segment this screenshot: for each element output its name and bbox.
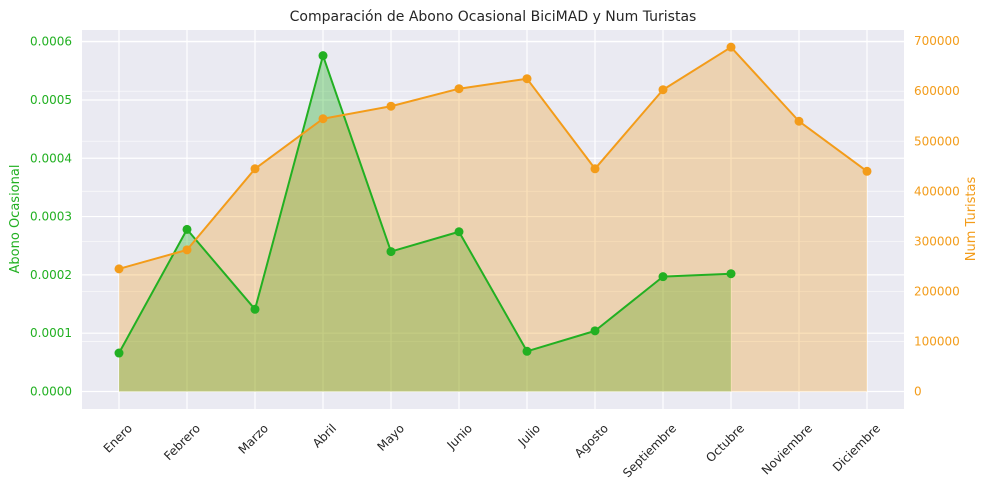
x-tick-label: Agosto — [572, 421, 611, 460]
x-tick-label: Diciembre — [830, 421, 883, 474]
chart-title: Comparación de Abono Ocasional BiciMAD y… — [290, 9, 697, 25]
right-tick-label: 0 — [914, 384, 922, 398]
x-tick-label: Julio — [515, 421, 543, 449]
num-turistas-point — [318, 114, 328, 124]
x-tick-label: Enero — [101, 421, 135, 455]
num-turistas-area — [119, 47, 867, 392]
left-axis-label: Abono Ocasional — [8, 165, 23, 274]
right-tick-label: 200000 — [914, 284, 960, 298]
abono-ocasional-point — [726, 269, 736, 279]
num-turistas-point — [182, 245, 192, 255]
abono-ocasional-point — [386, 247, 396, 257]
x-tick-label: Abril — [310, 421, 339, 450]
x-tick-label: Junio — [444, 421, 475, 452]
right-tick-label: 300000 — [914, 234, 960, 248]
x-axis-ticks: Enero Febrero Marzo Abril Mayo Junio Julio Agos… — [101, 421, 883, 480]
num-turistas-point — [862, 166, 872, 176]
abono-ocasional-point — [318, 51, 328, 61]
x-tick-label: Octubre — [703, 421, 747, 465]
num-turistas-point — [590, 164, 600, 174]
right-axis-ticks: 0 100000 200000 300000 400000 500000 600000 700… — [914, 34, 960, 398]
left-tick-label: 0.0005 — [30, 93, 72, 107]
num-turistas-point — [794, 116, 804, 126]
lines — [118, 46, 868, 354]
abono-ocasional-point — [182, 224, 192, 234]
num-turistas-point — [114, 264, 124, 274]
abono-ocasional-point — [114, 348, 124, 358]
abono-ocasional-point — [658, 272, 668, 282]
points — [114, 42, 872, 358]
num-turistas-point — [454, 84, 464, 94]
num-turistas-point — [658, 85, 668, 95]
left-tick-label: 0.0003 — [30, 210, 72, 224]
num-turistas-point — [250, 164, 260, 174]
right-axis-label: Num Turistas — [964, 177, 979, 262]
abono-ocasional-point — [250, 304, 260, 314]
left-tick-label: 0.0001 — [30, 326, 72, 340]
areas — [119, 47, 867, 392]
right-tick-label: 100000 — [914, 334, 960, 348]
abono-ocasional-point — [590, 326, 600, 336]
right-tick-label: 600000 — [914, 84, 960, 98]
right-tick-label: 700000 — [914, 34, 960, 48]
left-tick-label: 0.0002 — [30, 268, 72, 282]
num-turistas-point — [726, 42, 736, 52]
right-tick-label: 500000 — [914, 134, 960, 148]
x-tick-label: Noviembre — [759, 421, 815, 477]
abono-ocasional-point — [522, 346, 532, 356]
num-turistas-point — [522, 74, 532, 84]
right-tick-label: 400000 — [914, 184, 960, 198]
abono-ocasional-area — [119, 55, 731, 392]
left-axis-ticks: 0.0000 0.0001 0.0002 0.0003 0.0004 0.0005 0.00… — [30, 35, 72, 399]
num-turistas-line — [118, 46, 868, 270]
x-tick-label: Mayo — [374, 421, 407, 454]
num-turistas-point — [386, 101, 396, 111]
plot-background — [82, 30, 904, 409]
abono-ocasional-point — [454, 227, 464, 237]
abono-ocasional-line — [118, 54, 732, 354]
x-tick-label: Febrero — [161, 421, 203, 463]
x-tick-label: Marzo — [236, 421, 272, 457]
x-tick-label: Septiembre — [620, 421, 679, 480]
left-tick-label: 0.0004 — [30, 151, 72, 165]
left-tick-label: 0.0000 — [30, 385, 72, 399]
left-tick-label: 0.0006 — [30, 35, 72, 49]
